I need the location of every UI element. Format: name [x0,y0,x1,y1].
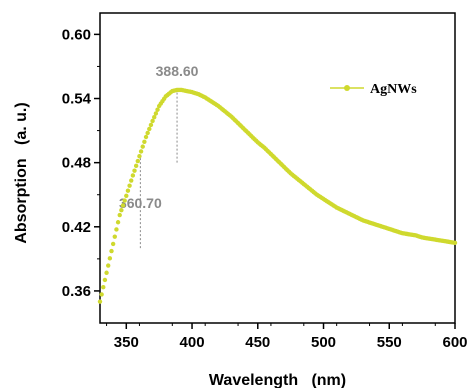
legend-swatch-marker [344,85,350,91]
series-point [135,158,141,164]
x-tick-label: 450 [245,334,270,351]
series-point [155,107,160,112]
x-tick-label: 350 [114,334,139,351]
peak-annotations: 388.60 360.70 [119,63,199,249]
y-axis-title: Absorption (a. u.) [13,102,30,243]
series-point [115,220,121,225]
series-point [99,292,104,297]
y-tick-label: 0.54 [62,91,92,108]
series-point [140,144,145,149]
series-point [112,234,117,239]
legend: AgNWs [330,82,417,97]
series-point [97,299,103,304]
series-point [148,122,154,128]
series-point [120,203,126,208]
series-point [150,118,155,124]
series-point [107,256,113,261]
series-point [152,115,157,120]
series-point [106,263,111,268]
series-point [114,227,119,232]
y-tick-label: 0.42 [62,219,91,236]
series-point [147,126,152,132]
y-tick-label: 0.36 [62,283,91,300]
x-tick-label: 550 [377,334,402,351]
plot-frame [99,12,456,324]
annotation-label: 360.70 [119,195,162,211]
series-point [117,212,122,218]
series-point [138,149,144,154]
series-point [102,277,108,283]
y-tick-label: 0.60 [62,26,91,43]
series-point [127,183,132,188]
annotation-label: 388.60 [156,63,199,79]
series-point [129,178,134,183]
series-point [124,193,129,198]
series-point [101,284,106,290]
y-tick-label: 0.48 [62,155,91,172]
series-point [452,240,458,246]
x-axis-title: Wavelength (nm) [209,372,346,388]
y-axis: 0.36 0.42 0.48 0.54 0.60 [62,26,100,300]
series-point [153,111,159,116]
series-point [110,241,116,247]
x-tick-label: 500 [311,334,336,351]
series-point [122,198,127,203]
x-tick-label: 600 [442,334,467,351]
series-point [132,168,137,173]
legend-label: AgNWs [370,82,417,97]
series-point [130,173,136,178]
series-layer [97,87,458,304]
series-point [109,248,114,254]
series-point [145,130,150,136]
plot-area [99,12,456,324]
series-point [104,270,109,275]
series-point [142,139,147,145]
series-point [133,163,139,169]
x-axis: 350 400 450 500 550 600 [106,323,468,351]
series-point [119,208,124,213]
series-point [125,188,131,193]
x-tick-label: 400 [180,334,205,351]
series-point [143,134,149,140]
series-point [137,154,142,159]
